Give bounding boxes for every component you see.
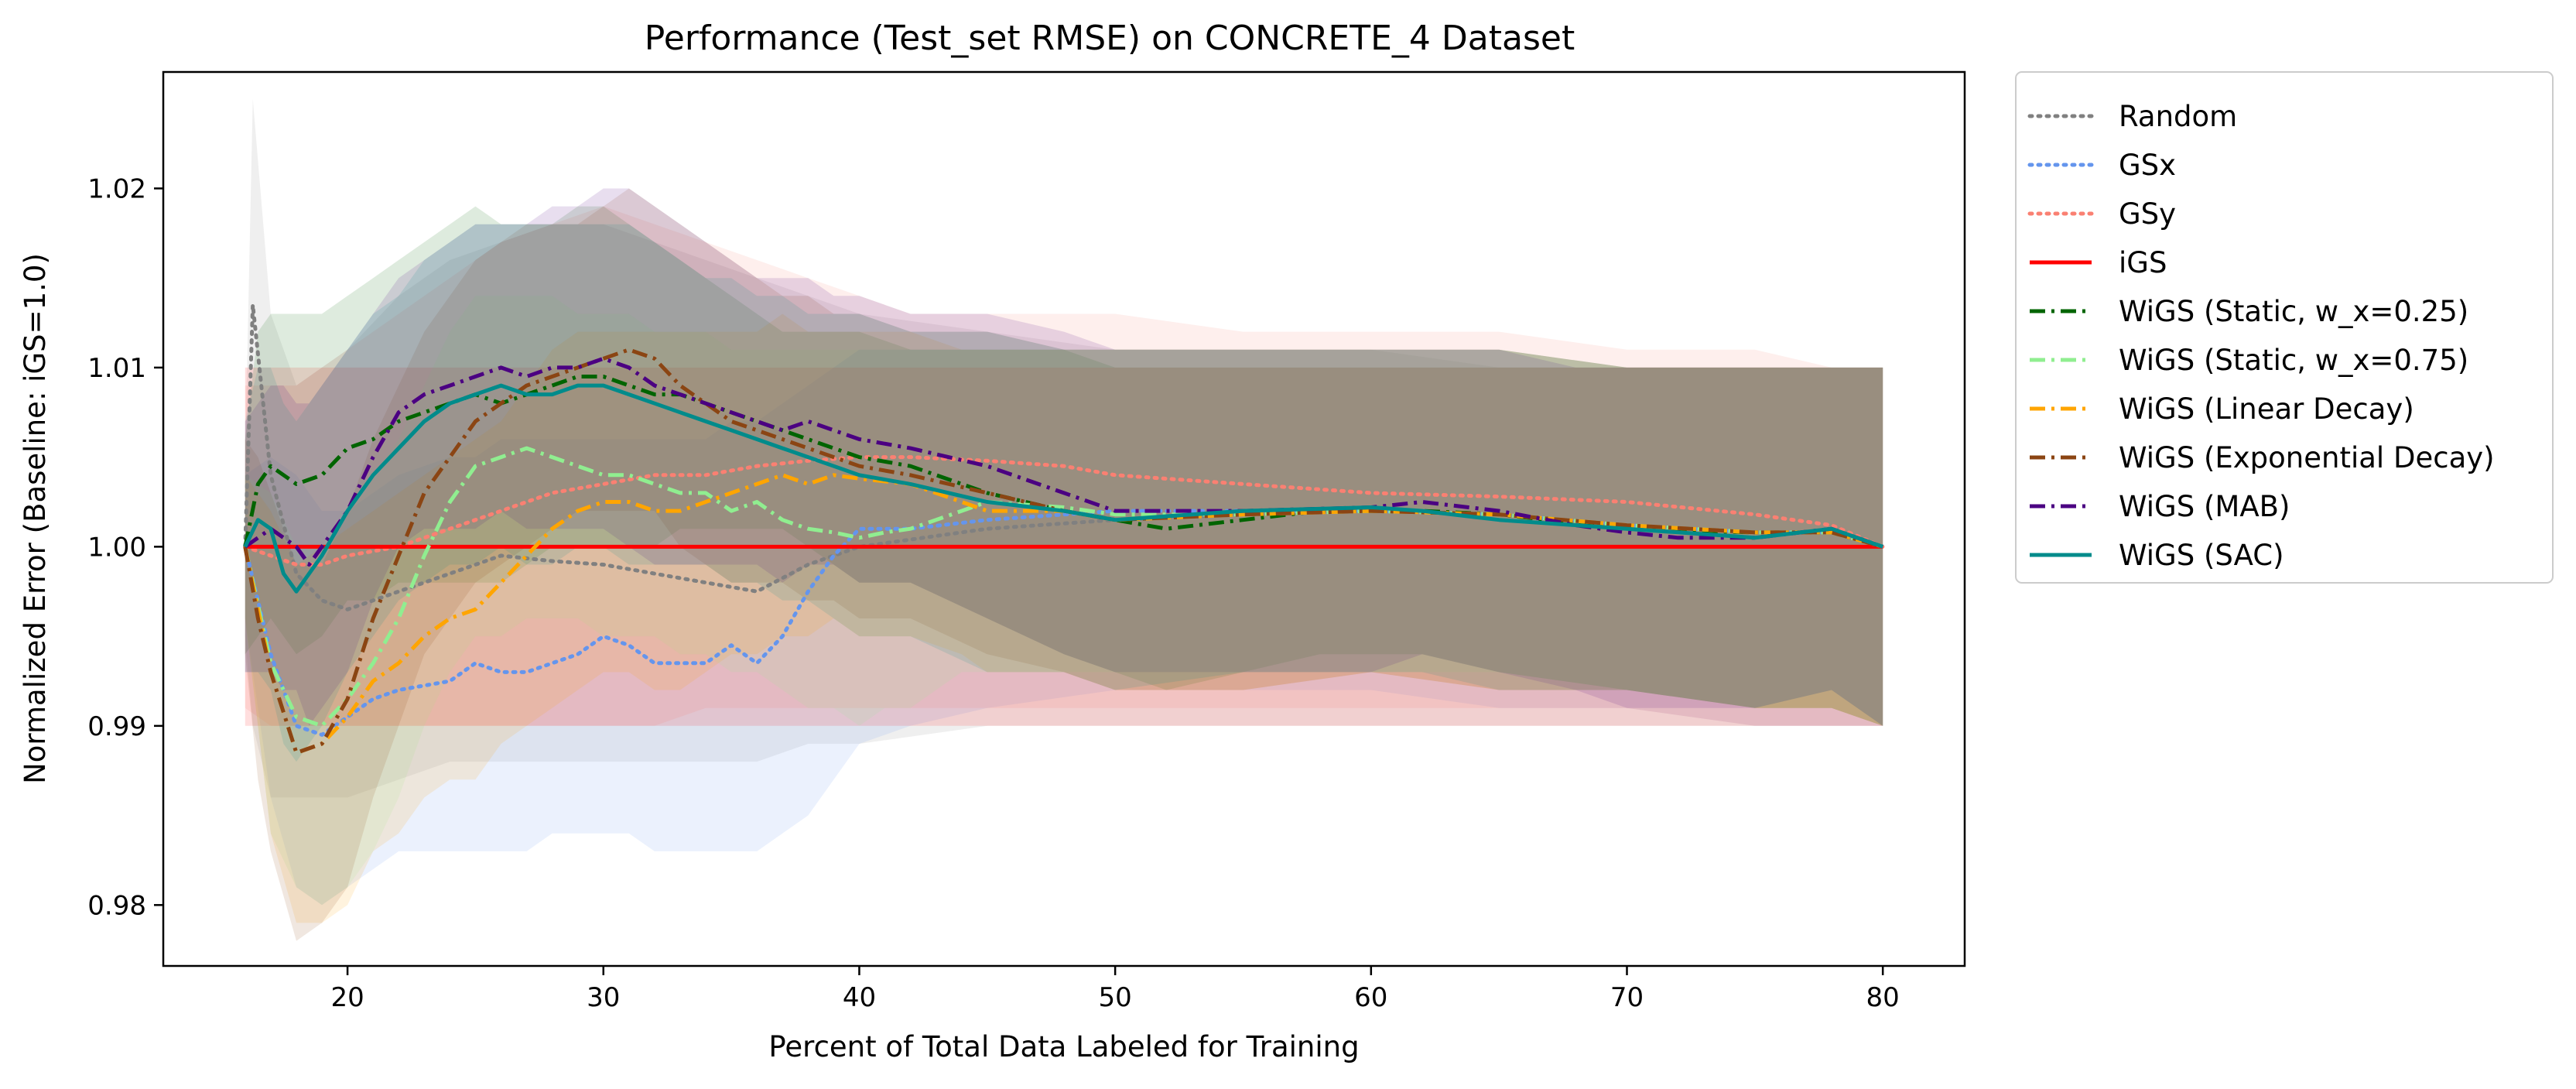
legend-label-gsx: GSx bbox=[2119, 149, 2176, 182]
line-wigs-sac bbox=[243, 383, 1884, 594]
y-tick-label: 0.99 bbox=[87, 711, 146, 742]
confidence-bands bbox=[245, 98, 1883, 941]
line-wigs-static-w-x-0-75 bbox=[243, 446, 1883, 728]
series-lines bbox=[243, 303, 1885, 755]
band-wigs-static-w-x-0-75 bbox=[245, 296, 1883, 906]
legend-label-wigs-static-w-x-0-25: WiGS (Static, w_x=0.25) bbox=[2119, 295, 2468, 328]
x-tick-label: 70 bbox=[1610, 982, 1644, 1013]
x-axis: 20 30 40 50 60 70 80 bbox=[330, 966, 1900, 1013]
legend-label-wigs-static-w-x-0-75: WiGS (Static, w_x=0.75) bbox=[2119, 344, 2468, 377]
legend: Random GSx GSy iGS WiGS (Static, w_x=0.25) Wi… bbox=[2015, 71, 2554, 584]
band-wigs-mab bbox=[245, 188, 1883, 726]
line-gsy bbox=[243, 455, 1885, 567]
band-wigs-exponential-decay bbox=[245, 188, 1883, 941]
plot-frame bbox=[162, 70, 1966, 967]
legend-label-igs: iGS bbox=[2119, 246, 2167, 279]
x-tick-label: 20 bbox=[330, 982, 364, 1013]
y-tick-label: 1.00 bbox=[87, 532, 146, 563]
y-axis-label: Normalized Error (Baseline: iGS=1.0) bbox=[19, 253, 52, 784]
legend-frame bbox=[2015, 71, 2554, 584]
legend-label-gsy: GSy bbox=[2119, 197, 2176, 231]
y-tick-label: 0.98 bbox=[87, 890, 146, 921]
x-tick-label: 80 bbox=[1866, 982, 1900, 1013]
legend-label-wigs-exponential-decay: WiGS (Exponential Decay) bbox=[2119, 441, 2495, 474]
line-wigs-linear-decay bbox=[243, 473, 1883, 755]
legend-label-wigs-linear-decay: WiGS (Linear Decay) bbox=[2119, 392, 2414, 426]
chart-title: Performance (Test_set RMSE) on CONCRETE_… bbox=[645, 19, 1575, 58]
band-random bbox=[245, 98, 1883, 798]
x-axis-label: Percent of Total Data Labeled for Traini… bbox=[768, 1030, 1359, 1063]
band-gsx bbox=[245, 349, 1883, 906]
y-axis: 0.98 0.99 1.00 1.01 1.02 bbox=[87, 173, 163, 921]
legend-label-wigs-mab: WiGS (MAB) bbox=[2119, 490, 2290, 523]
y-tick-label: 1.01 bbox=[87, 353, 146, 384]
x-tick-label: 50 bbox=[1099, 982, 1132, 1013]
x-tick-label: 60 bbox=[1354, 982, 1387, 1013]
legend-label-wigs-sac: WiGS (SAC) bbox=[2119, 539, 2284, 572]
legend-label-random: Random bbox=[2119, 100, 2237, 133]
line-wigs-exponential-decay bbox=[243, 348, 1883, 755]
line-wigs-mab bbox=[244, 356, 1884, 567]
x-tick-label: 30 bbox=[587, 982, 620, 1013]
band-wigs-linear-decay bbox=[245, 313, 1883, 923]
y-tick-label: 1.02 bbox=[87, 173, 146, 204]
x-tick-label: 40 bbox=[843, 982, 876, 1013]
